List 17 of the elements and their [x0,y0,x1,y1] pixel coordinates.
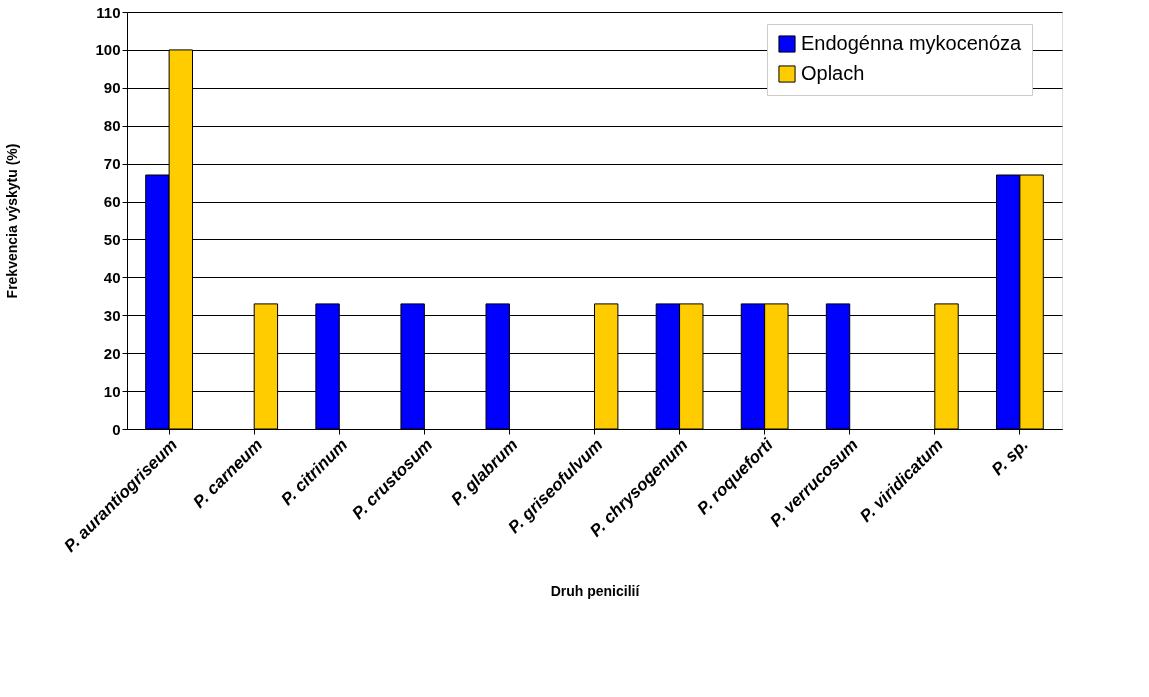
y-tick-label: 110 [96,3,121,21]
y-tick-label: 60 [103,193,121,211]
y-tick-label: 50 [103,230,121,248]
y-tick-label: 40 [103,268,121,286]
y-axis-title: Frekvencia výskytu (%) [4,143,21,299]
y-tick-label: 20 [103,344,121,362]
y-tick-label: 90 [103,79,121,97]
legend-label: Endogénna mykocenóza [801,32,1023,54]
x-axis-title: Druh penicilií [550,583,641,600]
y-tick-label: 80 [103,117,121,135]
y-tick-label: 0 [112,420,121,438]
y-tick-label: 70 [103,155,121,173]
y-tick-label: 30 [103,306,121,324]
legend-label: Oplach [801,62,865,84]
y-tick-label: 100 [95,41,121,59]
x-tick-label: P. sp. [987,435,1032,480]
y-tick-label: 10 [103,382,121,400]
